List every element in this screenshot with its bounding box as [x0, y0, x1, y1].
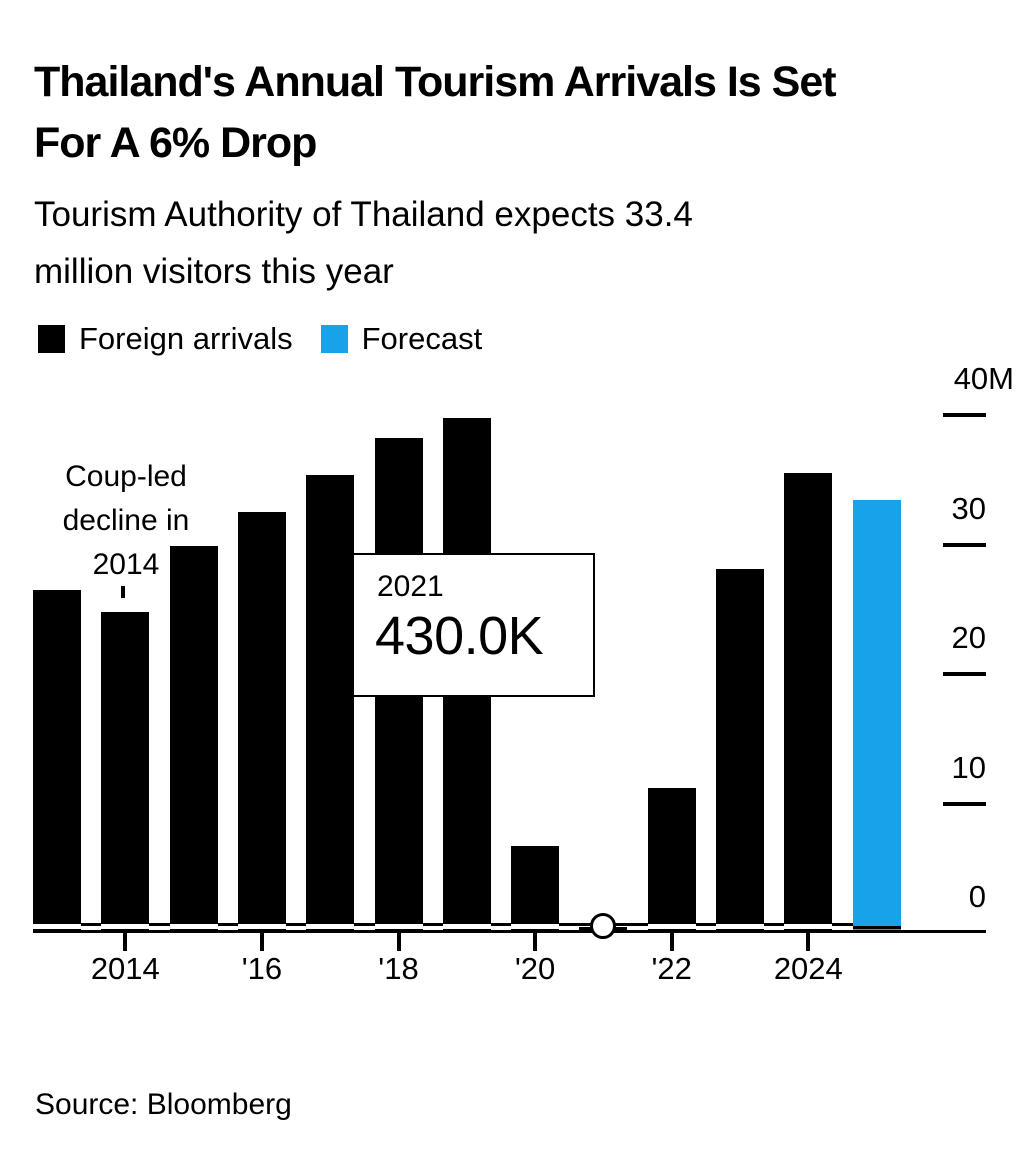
bar-2022[interactable] [647, 787, 696, 933]
bar-2023[interactable] [716, 569, 764, 933]
highlight-line-overlay [442, 923, 491, 929]
x-axis-label-2018: '18 [378, 951, 419, 986]
y-axis-tick [943, 413, 986, 417]
x-axis-tick [259, 933, 264, 951]
title-line-1: Thailand's Annual Tourism Arrivals Is Se… [34, 58, 837, 106]
y-axis-tick [943, 801, 986, 806]
legend: Foreign arrivals Forecast [38, 323, 510, 354]
bar-2017[interactable] [306, 474, 355, 933]
highlight-line-overlay [306, 923, 355, 929]
x-axis-tick [533, 933, 538, 951]
x-axis-label-2014: 2014 [90, 951, 160, 986]
legend-label: Foreign arrivals [79, 321, 293, 356]
bar-2013[interactable] [33, 589, 81, 933]
tooltip-value: 430.0K [375, 606, 544, 666]
highlight-line-overlay [169, 923, 218, 929]
x-axis-label-2022: '22 [651, 951, 692, 986]
source-credit: Source: Bloomberg [35, 1088, 292, 1121]
x-axis-tick [669, 933, 674, 951]
highlight-line-overlay [374, 923, 423, 929]
annotation-line: 2014 [92, 548, 160, 581]
x-axis-tick [396, 933, 401, 951]
x-axis-label-2024: 2024 [773, 951, 843, 986]
highlight-line-overlay [647, 923, 696, 929]
selected-point-marker[interactable] [590, 913, 617, 939]
x-axis-line [33, 930, 986, 933]
bar-2015[interactable] [169, 545, 218, 933]
y-axis-label-0: 0 [968, 879, 986, 914]
legend-item-foreign-arrivals[interactable]: Foreign arrivals [38, 323, 293, 354]
tooltip-year: 2021 [377, 570, 444, 603]
highlight-line-overlay [716, 923, 764, 929]
y-axis-label-20: 20 [951, 620, 986, 655]
x-axis-label-2016: '16 [241, 951, 283, 986]
x-axis-tick [123, 933, 128, 951]
page-title: Thailand's Annual Tourism Arrivals Is Se… [34, 52, 837, 174]
annotation-pointer-tick [121, 586, 125, 598]
highlight-line-overlay [101, 923, 150, 929]
tooltip-2021: 2021 430.0K [352, 553, 595, 697]
subtitle-line-1: Tourism Authority of Thailand expects 33… [34, 195, 693, 234]
bar-2020[interactable] [511, 846, 560, 933]
bar-2016[interactable] [237, 512, 286, 933]
y-axis-tick [943, 672, 986, 676]
bar-2014[interactable] [101, 611, 150, 933]
highlight-line-overlay [511, 923, 560, 929]
highlight-line-overlay [784, 923, 833, 929]
annotation-line: Coup-led [65, 460, 187, 493]
y-axis-tick [943, 542, 986, 547]
bar-2024[interactable] [784, 473, 833, 933]
annotation-coup-led-decline: Coup-led decline in 2014 [30, 455, 222, 587]
legend-item-forecast[interactable]: Forecast [320, 321, 483, 356]
annotation-line: decline in [62, 504, 190, 537]
subtitle-line-2: million visitors this year [34, 252, 394, 291]
y-axis-label-30: 30 [951, 490, 986, 526]
highlight-line-overlay [33, 923, 81, 929]
chart-subtitle: Tourism Authority of Thailand expects 33… [34, 186, 693, 300]
bar-2025-forecast[interactable] [852, 500, 901, 933]
legend-swatch [38, 324, 65, 353]
legend-label: Forecast [361, 321, 483, 356]
x-axis-label-2020: '20 [514, 951, 556, 986]
highlight-line-overlay [852, 925, 901, 929]
x-axis-tick [806, 933, 811, 951]
legend-swatch [320, 324, 348, 353]
title-line-2: For A 6% Drop [34, 119, 317, 167]
y-axis-label-10: 10 [951, 749, 986, 785]
highlight-line-overlay [237, 924, 286, 929]
y-axis-label-40M: 40M [953, 361, 1014, 396]
